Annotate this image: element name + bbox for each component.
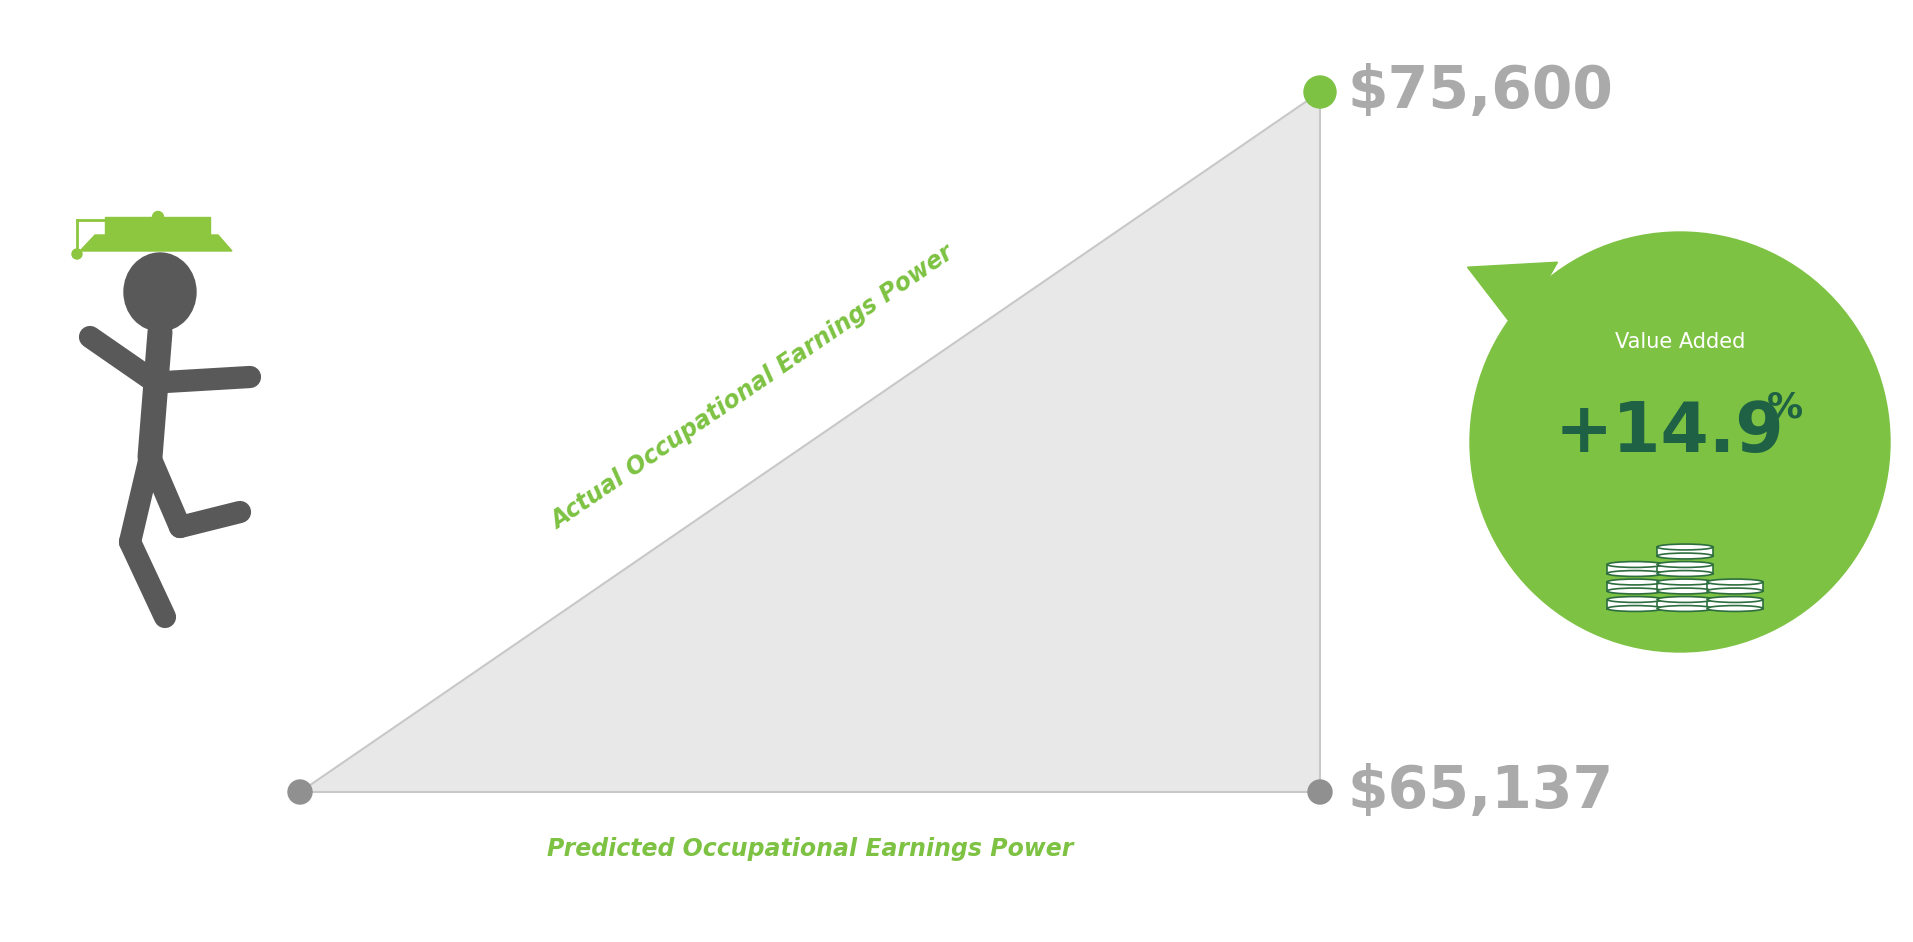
Ellipse shape xyxy=(1706,588,1764,593)
Ellipse shape xyxy=(1657,571,1712,577)
Ellipse shape xyxy=(1607,606,1662,611)
Ellipse shape xyxy=(1657,561,1712,567)
Bar xyxy=(1607,564,1662,574)
Bar xyxy=(1657,564,1712,574)
Circle shape xyxy=(73,249,82,259)
Ellipse shape xyxy=(1607,561,1662,567)
Circle shape xyxy=(289,780,312,804)
Ellipse shape xyxy=(1657,596,1712,603)
Bar xyxy=(1706,599,1764,609)
Bar xyxy=(1607,582,1662,591)
Text: Actual Occupational Earnings Power: Actual Occupational Earnings Power xyxy=(547,240,958,533)
Ellipse shape xyxy=(1657,588,1712,593)
Text: $75,600: $75,600 xyxy=(1349,63,1615,121)
Text: Value Added: Value Added xyxy=(1615,332,1745,352)
Polygon shape xyxy=(80,235,231,251)
Circle shape xyxy=(153,212,163,222)
Bar xyxy=(1657,547,1712,556)
Circle shape xyxy=(1308,780,1331,804)
Ellipse shape xyxy=(1657,553,1712,559)
Bar xyxy=(1657,599,1712,609)
Circle shape xyxy=(1469,232,1890,652)
Bar xyxy=(1657,582,1712,591)
Ellipse shape xyxy=(1657,544,1712,550)
Ellipse shape xyxy=(1607,571,1662,577)
Ellipse shape xyxy=(1706,579,1764,585)
Text: +14.9: +14.9 xyxy=(1555,398,1785,465)
Ellipse shape xyxy=(1607,596,1662,603)
Text: $65,137: $65,137 xyxy=(1349,764,1615,820)
Bar xyxy=(1706,582,1764,591)
Polygon shape xyxy=(105,217,210,235)
Text: Predicted Occupational Earnings Power: Predicted Occupational Earnings Power xyxy=(547,837,1073,861)
Polygon shape xyxy=(300,92,1320,792)
Ellipse shape xyxy=(1706,606,1764,611)
Bar xyxy=(1607,599,1662,609)
Text: %: % xyxy=(1768,390,1804,424)
Ellipse shape xyxy=(1657,579,1712,585)
Ellipse shape xyxy=(1607,579,1662,585)
Polygon shape xyxy=(1467,262,1557,333)
Ellipse shape xyxy=(124,253,195,331)
Ellipse shape xyxy=(1607,588,1662,593)
Ellipse shape xyxy=(1657,606,1712,611)
Circle shape xyxy=(1305,76,1335,108)
Ellipse shape xyxy=(1706,596,1764,603)
